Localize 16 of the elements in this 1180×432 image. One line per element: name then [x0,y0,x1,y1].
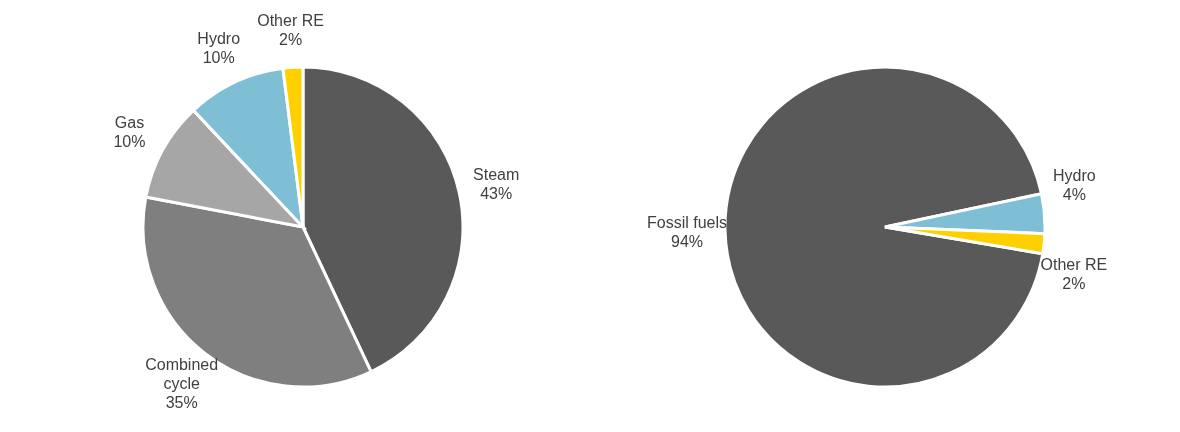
data-label: 2% [279,30,303,48]
data-label: 94% [671,232,704,250]
data-label: 43% [480,184,513,202]
slice-label: Hydro [1052,166,1096,184]
slice-label: Gas [114,113,145,131]
data-label: 4% [1062,185,1086,203]
slice-label: Hydro [197,29,241,47]
slice-label: Other RE [257,11,324,29]
slice-label: Steam [473,165,520,183]
data-label: 2% [1062,274,1086,292]
slice-label: Combined cycle [145,355,219,392]
data-label: 10% [202,48,235,66]
slice-label: Other RE [1040,255,1108,273]
data-label: 35% [165,393,198,411]
data-label: 10% [113,132,146,150]
slice-label: Fossil fuels [647,213,728,231]
